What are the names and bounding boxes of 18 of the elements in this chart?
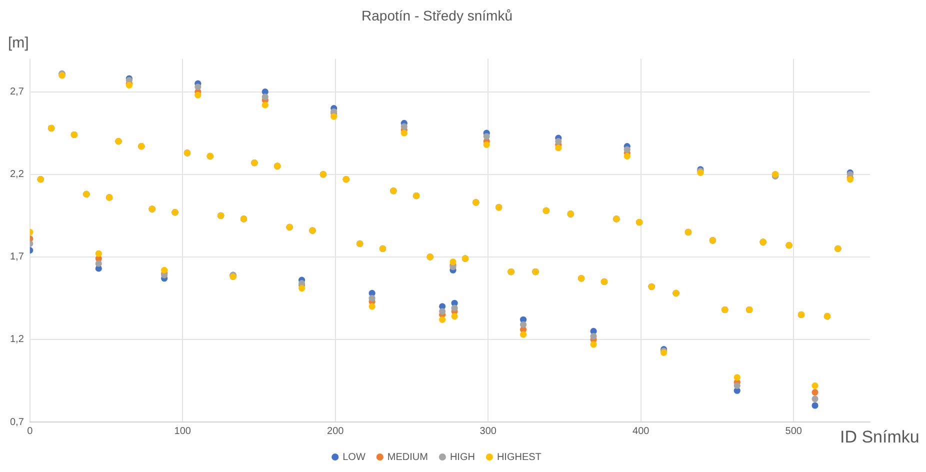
legend-label: MEDIUM [387,452,428,463]
legend-label: HIGHEST [496,452,542,463]
x-tick-label: 500 [785,426,802,437]
x-tick-label: 400 [632,426,650,437]
chart-title: Rapotín - Středy snímků [362,7,512,24]
y-tick-label: 0,7 [10,416,24,428]
x-tick-label: 200 [327,426,344,437]
x-tick-label: 100 [174,426,192,437]
x-tick-label: 0 [27,426,34,437]
x-axis-title: ID Snímku [840,428,920,447]
y-tick-label: 2,7 [10,86,24,98]
legend-label: LOW [342,452,366,463]
y-tick-label: 1,2 [10,334,24,346]
legend-label: HIGH [450,452,475,463]
y-axis-title: [m] [8,34,29,52]
x-tick-label: 300 [480,426,497,437]
y-tick-label: 2,2 [10,169,24,180]
y-tick-label: 1,7 [10,252,24,263]
